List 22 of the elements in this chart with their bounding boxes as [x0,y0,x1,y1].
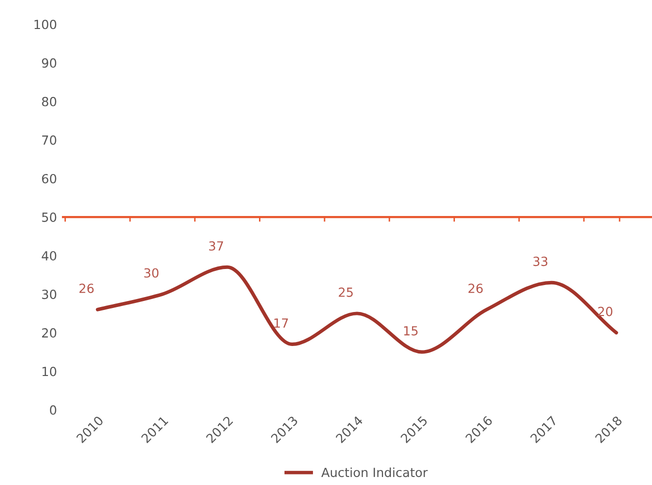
y-tick-label: 90 [42,58,56,68]
y-tick-label: 50 [42,212,56,222]
data-label: 26 [468,284,483,294]
y-tick-label: 70 [42,135,56,145]
data-label: 20 [598,306,612,316]
y-tick-label: 80 [42,96,56,106]
data-label: 33 [533,256,548,266]
y-tick-label: 10 [42,366,56,376]
data-label: 30 [144,268,158,278]
data-label: 15 [404,326,418,336]
data-label: 37 [209,241,224,251]
y-tick-label: 20 [42,328,56,338]
line-series [96,265,618,354]
y-tick-label: 100 [34,20,56,30]
y-tick-label: 40 [42,251,56,261]
legend-label: Auction Indicator [321,467,428,478]
y-tick-label: 60 [42,174,56,184]
y-tick-label: 30 [42,290,56,300]
y-tick-label: 0 [50,405,56,415]
data-label: 25 [338,287,353,297]
data-label: 17 [274,318,288,328]
data-label: 26 [79,284,94,294]
